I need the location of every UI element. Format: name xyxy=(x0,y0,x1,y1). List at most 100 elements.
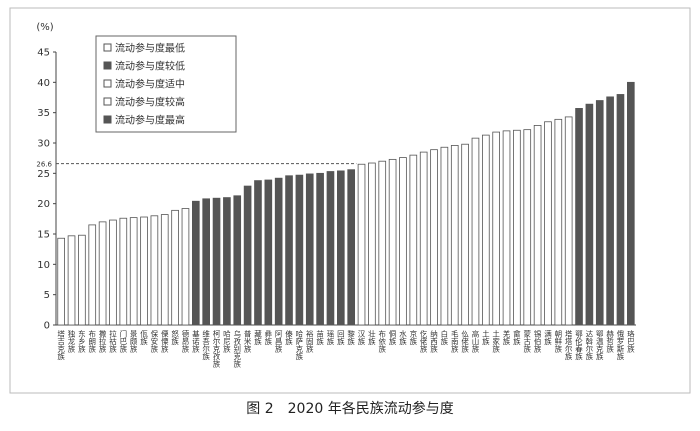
bar xyxy=(409,154,418,326)
bar xyxy=(202,198,210,326)
x-tick-label: 傣族 xyxy=(284,329,293,347)
legend-swatch xyxy=(103,115,112,124)
y-tick-label: 25 xyxy=(37,169,50,180)
bar xyxy=(160,214,169,326)
bar xyxy=(78,234,86,326)
y-tick-label: 40 xyxy=(37,78,50,89)
bar xyxy=(171,209,179,326)
bar xyxy=(181,208,190,326)
bar xyxy=(140,216,148,326)
bar xyxy=(368,162,376,326)
bar xyxy=(150,215,159,326)
x-tick-label: 怒族 xyxy=(170,329,179,347)
legend-swatch xyxy=(103,79,112,88)
x-tick-label: 仡佬族 xyxy=(419,329,428,354)
x-tick-label: 朝鲜族 xyxy=(554,330,563,354)
x-tick-label: 彝族 xyxy=(264,329,273,347)
legend-label: 流动参与度适中 xyxy=(115,78,185,91)
bar xyxy=(337,170,345,326)
bar xyxy=(357,163,366,326)
x-tick-label: 鄂温克族 xyxy=(595,330,604,362)
x-tick-label: 鄂伦春族 xyxy=(574,330,583,362)
bar xyxy=(264,179,273,326)
legend-swatch xyxy=(103,43,112,52)
bar xyxy=(388,158,397,326)
y-unit: (%) xyxy=(36,22,53,33)
chart-title: 图 2 2020 年各民族流动参与度 xyxy=(246,400,453,417)
legend-box xyxy=(95,35,237,133)
bar xyxy=(88,224,97,326)
legend-swatch xyxy=(103,61,112,70)
bar xyxy=(67,235,76,326)
bar xyxy=(627,81,635,326)
x-tick-label: 景颇族 xyxy=(129,330,138,354)
bar xyxy=(440,146,449,326)
bar xyxy=(254,180,262,326)
x-tick-label: 柯尔克孜族 xyxy=(212,329,221,369)
x-tick-label: 门巴族 xyxy=(119,330,128,354)
x-tick-label: 普米族 xyxy=(243,329,252,354)
x-tick-label: 畲族 xyxy=(512,329,521,347)
bar xyxy=(57,237,65,326)
bar xyxy=(274,177,283,326)
legend-label: 流动参与度较高 xyxy=(115,96,185,109)
bar xyxy=(419,151,428,326)
x-tick-label: 拉祜族 xyxy=(108,329,117,354)
x-tick-label: 京族 xyxy=(409,329,418,347)
bar xyxy=(285,175,293,326)
bar xyxy=(119,217,128,326)
bar xyxy=(564,116,573,326)
x-tick-label: 高山族 xyxy=(471,329,480,354)
x-tick-label: 乌孜别克族 xyxy=(233,329,242,369)
bar xyxy=(316,172,324,326)
bar xyxy=(502,130,511,326)
bar xyxy=(554,118,563,326)
bar xyxy=(482,134,490,326)
x-tick-label: 维吾尔族 xyxy=(201,329,210,362)
x-tick-label: 回族 xyxy=(336,330,345,347)
x-tick-label: 壮族 xyxy=(367,329,376,347)
x-tick-label: 瑶族 xyxy=(326,329,335,347)
x-tick-label: 阿昌族 xyxy=(274,330,283,354)
x-tick-label: 仫佬族 xyxy=(460,330,469,354)
x-tick-label: 土家族 xyxy=(491,329,500,354)
bar xyxy=(606,96,614,326)
y-tick-label: 45 xyxy=(37,48,50,59)
x-tick-label: 独龙族 xyxy=(67,329,76,354)
x-tick-label: 俄罗斯族 xyxy=(616,329,625,362)
x-tick-label: 蒙古族 xyxy=(523,329,532,354)
bar xyxy=(523,129,532,326)
x-tick-label: 撒拉族 xyxy=(98,329,107,354)
x-tick-label: 汉族 xyxy=(357,330,366,347)
x-tick-label: 塔吉克族 xyxy=(56,329,65,362)
x-tick-label: 苗族 xyxy=(315,330,324,347)
x-tick-label: 布依族 xyxy=(378,329,387,354)
bar xyxy=(192,200,200,326)
x-tick-label: 土族 xyxy=(481,329,490,347)
x-tick-label: 布朗族 xyxy=(88,329,97,354)
bar xyxy=(129,217,138,326)
x-tick-label: 纳西族 xyxy=(429,329,438,354)
bar xyxy=(430,149,438,326)
x-tick-label: 裕固族 xyxy=(305,329,314,354)
x-tick-label: 塔塔尔族 xyxy=(564,329,573,362)
x-tick-label: 侗族 xyxy=(388,330,397,347)
x-tick-label: 德昂族 xyxy=(181,329,190,354)
bar xyxy=(595,100,604,326)
y-tick-label: 20 xyxy=(37,199,50,210)
x-tick-label: 傈僳族 xyxy=(160,329,169,354)
bar xyxy=(223,197,231,326)
x-tick-label: 黎族 xyxy=(346,329,355,347)
bar xyxy=(109,219,117,326)
x-tick-label: 毛南族 xyxy=(450,329,459,354)
bar xyxy=(98,221,107,326)
bar xyxy=(295,174,304,326)
x-tick-label: 满族 xyxy=(543,329,552,347)
x-tick-label: 羌族 xyxy=(502,329,511,347)
bar xyxy=(585,103,594,326)
bar xyxy=(450,145,459,326)
x-tick-label: 保安族 xyxy=(150,330,159,354)
x-tick-label: 东乡族 xyxy=(77,329,86,354)
legend-label: 流动参与度较低 xyxy=(115,60,185,73)
